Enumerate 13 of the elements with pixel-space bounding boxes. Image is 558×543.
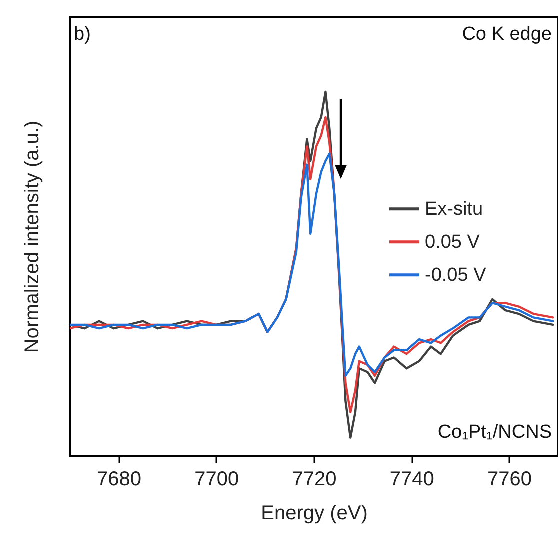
x-tick-label: 7760	[487, 468, 532, 490]
annotation: Co₁Pt₁/NCNS	[438, 422, 552, 443]
x-tick-label: 7720	[292, 468, 337, 490]
legend-label: -0.05 V	[425, 265, 487, 286]
text: Co K edge	[462, 24, 552, 45]
y-axis-title: Normalized intensity (a.u.)	[22, 120, 44, 354]
x-axis-title: Energy (eV)	[261, 502, 368, 524]
legend-label: Ex-situ	[425, 199, 484, 220]
text: b)	[74, 24, 91, 45]
x-tick-label: 7680	[97, 468, 142, 490]
x-tick-label: 7700	[194, 468, 240, 490]
legend-label: 0.05 V	[425, 232, 480, 254]
x-tick-label: 7740	[390, 468, 434, 490]
